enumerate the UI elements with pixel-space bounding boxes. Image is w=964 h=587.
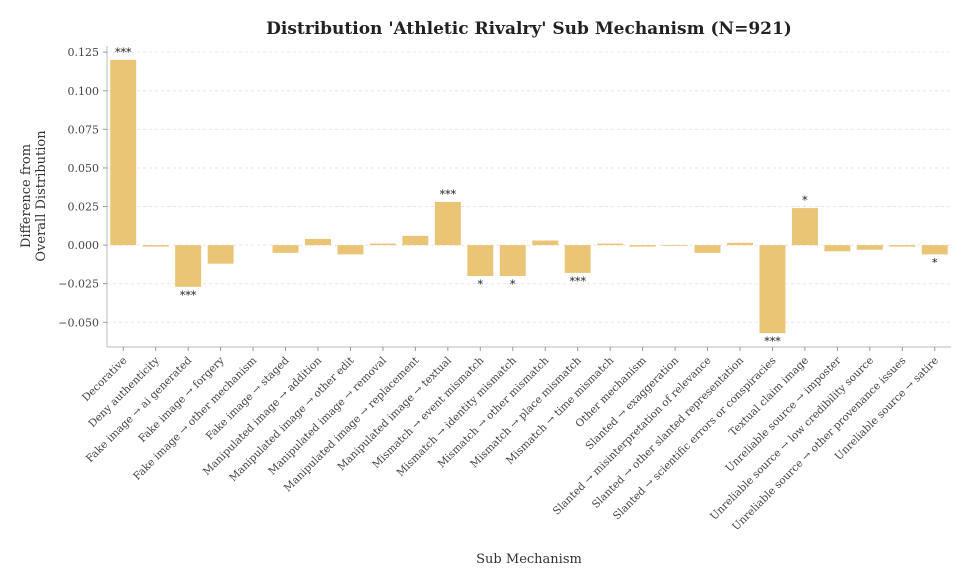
bar (564, 245, 591, 273)
bar (791, 208, 818, 246)
x-tick-label: Slanted → other slanted representation (590, 354, 746, 510)
significance-label: * (932, 256, 938, 269)
bar (921, 245, 948, 255)
chart-title: Distribution 'Athletic Rivalry' Sub Mech… (266, 19, 792, 39)
y-axis-label-line-1: Difference from (19, 144, 34, 248)
y-tick-label: 0.100 (68, 85, 100, 98)
x-tick-label: Manipulated image → addition (201, 354, 325, 478)
bar (727, 242, 753, 246)
y-tick-label: 0.125 (68, 46, 100, 59)
bar (142, 245, 169, 247)
bar (532, 240, 559, 246)
x-axis-label: Sub Mechanism (476, 552, 582, 567)
y-tick-label: 0.050 (68, 162, 100, 175)
bar (856, 245, 883, 250)
significance-label: * (510, 278, 516, 291)
significance-label: *** (180, 289, 197, 302)
bar (629, 245, 656, 247)
y-tick-label: 0.075 (68, 123, 100, 136)
y-tick-label: −0.025 (58, 278, 99, 291)
bar (824, 245, 851, 252)
bar (369, 243, 396, 246)
y-ticks: −0.050 −0.025 0.000 0.025 0.050 0.075 0.100 0.1… (58, 46, 107, 329)
significance-label: *** (440, 188, 457, 201)
y-tick-label: 0.025 (68, 201, 100, 214)
bar (175, 245, 202, 287)
significance-label: *** (569, 275, 586, 288)
significance-label: * (478, 278, 484, 291)
bar (662, 245, 689, 246)
significance-label: *** (764, 335, 781, 348)
y-axis-label-line-2: Overall Distribution (34, 130, 49, 262)
bar (597, 243, 624, 246)
bar (694, 245, 721, 253)
y-tick-label: −0.050 (58, 316, 99, 329)
y-tick-label: 0.000 (68, 239, 100, 252)
bar (272, 245, 299, 253)
bar (402, 235, 429, 246)
bar (434, 201, 461, 246)
bar (305, 238, 331, 246)
bars-layer (110, 59, 948, 334)
significance-label: *** (115, 46, 132, 59)
significance-label: * (802, 194, 808, 207)
significance-labels: ********** * ******** (115, 46, 938, 348)
axes-layer (106, 46, 951, 348)
x-tick-label: Mismatch → identity mismatch (394, 354, 519, 479)
bar (467, 245, 494, 276)
x-tick-label: Manipulated image → removal (266, 354, 389, 477)
bar (889, 245, 916, 247)
bar (499, 245, 526, 276)
grid-layer (107, 51, 951, 323)
bar (337, 245, 364, 255)
bar (207, 245, 234, 264)
bar (759, 245, 786, 334)
bar (110, 59, 137, 246)
